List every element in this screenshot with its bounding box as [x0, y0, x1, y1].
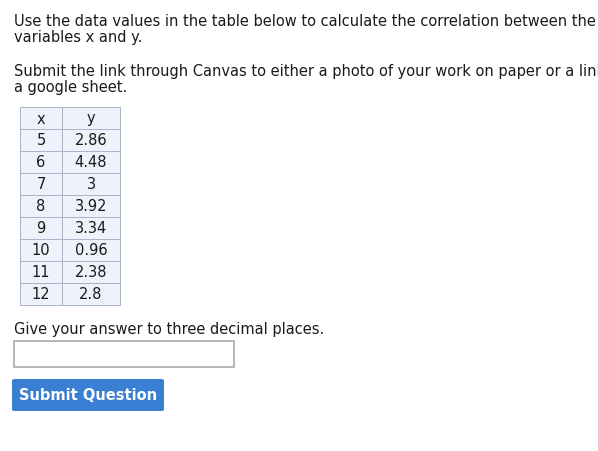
Bar: [62, 130, 120, 152]
Bar: [62, 174, 120, 196]
Bar: [20, 283, 62, 305]
Text: 2.8: 2.8: [80, 287, 103, 302]
Bar: [20, 239, 62, 262]
Text: Submit the link through Canvas to either a photo of your work on paper or a link: Submit the link through Canvas to either…: [14, 64, 598, 79]
Bar: [62, 196, 120, 217]
Bar: [62, 239, 120, 262]
Text: 10: 10: [32, 243, 50, 258]
Text: 0.96: 0.96: [75, 243, 107, 258]
Text: 3.34: 3.34: [75, 221, 107, 236]
Text: 3: 3: [87, 177, 96, 192]
Text: 11: 11: [32, 265, 50, 280]
Text: 2.38: 2.38: [75, 265, 107, 280]
Bar: [62, 152, 120, 174]
Bar: [62, 108, 120, 130]
Bar: [20, 152, 62, 174]
FancyBboxPatch shape: [12, 379, 164, 411]
Text: x: x: [36, 111, 45, 126]
Text: Submit Question: Submit Question: [19, 388, 157, 403]
Text: variables x and y.: variables x and y.: [14, 30, 142, 45]
Text: 8: 8: [36, 199, 45, 214]
Bar: [14, 341, 234, 367]
Text: Use the data values in the table below to calculate the correlation between the: Use the data values in the table below t…: [14, 14, 596, 29]
Text: 5: 5: [36, 133, 45, 148]
Text: Give your answer to three decimal places.: Give your answer to three decimal places…: [14, 321, 324, 336]
Text: 2.86: 2.86: [75, 133, 107, 148]
Text: 12: 12: [32, 287, 50, 302]
Text: 7: 7: [36, 177, 45, 192]
Bar: [62, 262, 120, 283]
Text: 3.92: 3.92: [75, 199, 107, 214]
Text: 9: 9: [36, 221, 45, 236]
Bar: [62, 217, 120, 239]
Bar: [20, 108, 62, 130]
Text: 4.48: 4.48: [75, 155, 107, 170]
Text: y: y: [87, 111, 95, 126]
Text: 6: 6: [36, 155, 45, 170]
Bar: [20, 196, 62, 217]
Text: a google sheet.: a google sheet.: [14, 80, 127, 95]
Bar: [62, 283, 120, 305]
Bar: [20, 130, 62, 152]
Bar: [20, 217, 62, 239]
Bar: [20, 262, 62, 283]
Bar: [20, 174, 62, 196]
